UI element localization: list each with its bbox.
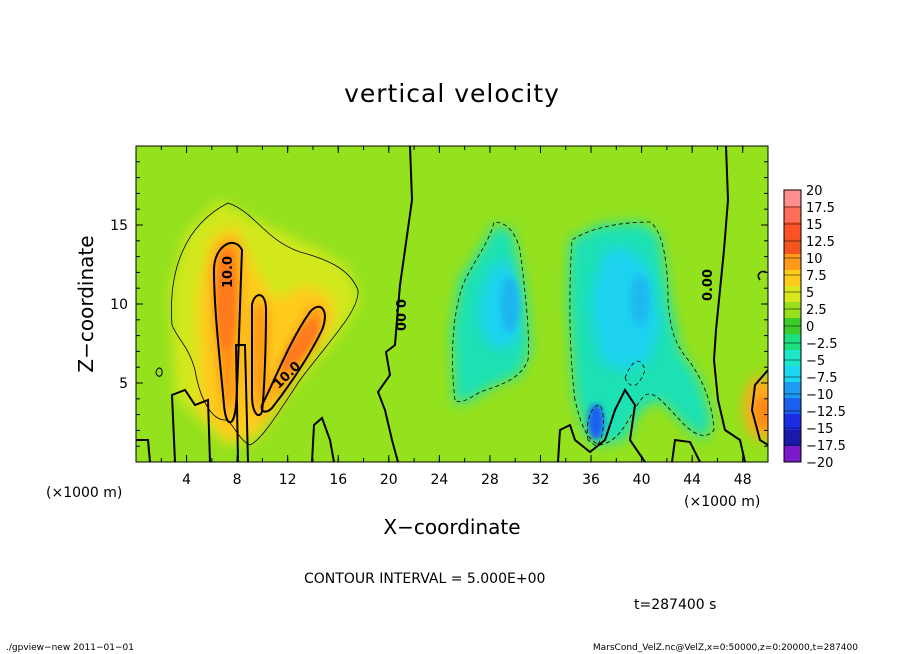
colorbar-label: −2.5 <box>806 337 838 352</box>
contour-zero-4 <box>311 416 335 462</box>
colorbar-label: 0 <box>806 320 814 335</box>
x-axis: 4 8 12 16 20 24 28 32 36 40 44 48 <box>135 146 769 488</box>
contour-neg-3 <box>586 404 604 447</box>
x-tick-label: 28 <box>481 472 499 488</box>
x-tick-label: 40 <box>633 472 651 488</box>
colorbar-swatch <box>784 398 801 415</box>
updraft-core-right-edge <box>755 396 768 428</box>
x-tick-label: 36 <box>582 472 600 488</box>
contour-label: 0.00 <box>701 269 716 301</box>
footer-left: ./gpview−new 2011−01−01 <box>6 643 134 653</box>
contour-zero-3 <box>234 344 249 462</box>
colorbar-label: 10 <box>806 252 823 267</box>
colorbar-label: −20 <box>806 456 833 471</box>
colorbar-label: −10 <box>806 388 833 403</box>
y-unit-label: (×1000 m) <box>46 485 122 501</box>
contour-neg-4 <box>624 360 646 386</box>
x-tick-label: 16 <box>329 472 347 488</box>
updraft-spot-2 <box>281 320 319 370</box>
colorbar-swatch <box>784 206 801 223</box>
y-tick-label: 15 <box>110 218 128 234</box>
colorbar-label: −7.5 <box>806 371 838 386</box>
colorbar-label: 17.5 <box>806 201 835 216</box>
contour-zero-9 <box>750 369 768 446</box>
x-tick-label: 44 <box>683 472 701 488</box>
colorbar: 20 17.5 15 12.5 10 7.5 5 2.5 0 −2.5 −5 −7.5 −10 −12.5… <box>783 184 846 471</box>
colorbar-swatch <box>784 446 801 463</box>
y-axis: 5 10 15 <box>110 145 768 463</box>
time-label: t=287400 s <box>634 597 716 613</box>
contour-interval: CONTOUR INTERVAL = 5.000E+00 <box>304 571 545 587</box>
x-unit-label: (×1000 m) <box>684 494 760 510</box>
colorbar-label: 12.5 <box>806 235 835 250</box>
colorbar-swatch <box>784 382 801 399</box>
colorbar-label: −17.5 <box>806 439 846 454</box>
contour-label: 0.00 <box>392 299 407 331</box>
plot-area: 10.0 10.0 0.00 0.00 <box>136 146 768 462</box>
x-tick-label: 20 <box>380 472 398 488</box>
contour-10-b <box>251 294 268 417</box>
colorbar-label: 7.5 <box>806 269 827 284</box>
y-tick-label: 5 <box>119 376 128 392</box>
contour-zero-7 <box>671 438 701 462</box>
footer-right: MarsCond_VelZ.nc@VelZ,x=0:50000,z=0:2000… <box>593 643 858 653</box>
colorbar-label: 2.5 <box>806 303 827 318</box>
colorbar-swatch <box>784 302 801 319</box>
y-tick-label: 10 <box>110 297 128 313</box>
contour-label: 10.0 <box>221 256 236 288</box>
colorbar-swatch <box>784 430 801 447</box>
contour-zero-2 <box>170 388 211 462</box>
x-tick-label: 8 <box>233 472 242 488</box>
contour-neg-1 <box>452 221 529 403</box>
colorbar-swatch <box>784 222 801 239</box>
colorbar-label: 20 <box>806 184 823 199</box>
colorbar-label: −12.5 <box>806 405 846 420</box>
x-axis-label: X−coordinate <box>383 515 520 539</box>
contour-zero-5 <box>376 146 414 462</box>
contour-zero-6 <box>557 388 646 462</box>
contour-10-c <box>260 305 326 413</box>
x-tick-label: 4 <box>182 472 191 488</box>
colorbar-swatch <box>784 350 801 367</box>
colorbar-label: −15 <box>806 422 833 437</box>
contour-zero-1 <box>136 439 151 462</box>
colorbar-swatch <box>784 190 801 207</box>
chart-title: vertical velocity <box>344 79 560 108</box>
colorbar-swatch <box>784 334 801 351</box>
colorbar-swatch <box>784 254 801 271</box>
contour-zero-10 <box>757 270 767 281</box>
contour-10-a <box>212 241 244 424</box>
colorbar-swatch <box>784 366 801 383</box>
x-tick-label: 48 <box>734 472 752 488</box>
x-tick-label: 24 <box>430 472 448 488</box>
updraft-spot-1 <box>217 250 235 350</box>
contour-zero-8 <box>712 146 746 462</box>
x-tick-label: 12 <box>279 472 297 488</box>
downdraft-core-right <box>630 275 650 325</box>
colorbar-label: −5 <box>806 354 825 369</box>
y-axis-label: Z−coordinate <box>74 235 98 372</box>
colorbar-swatch <box>784 414 801 431</box>
colorbar-swatch <box>784 286 801 303</box>
x-tick-label: 32 <box>532 472 550 488</box>
colorbar-swatch <box>784 238 801 255</box>
colorbar-label: 5 <box>806 286 814 301</box>
downdraft-core-bottom <box>588 404 604 440</box>
colorbar-swatch <box>784 270 801 287</box>
downdraft-core-left <box>501 277 519 333</box>
contour-small-1 <box>155 367 163 377</box>
colorbar-label: 15 <box>806 218 823 233</box>
